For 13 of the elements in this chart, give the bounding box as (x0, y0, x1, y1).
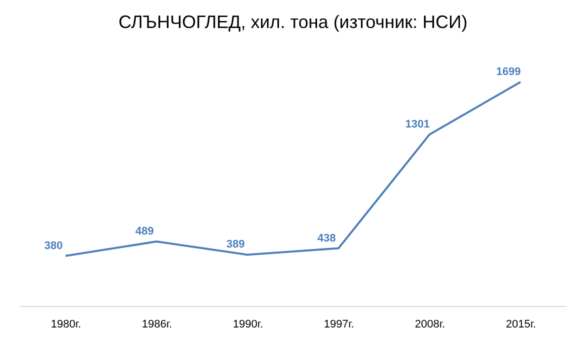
data-label: 389 (226, 238, 245, 251)
data-label: 489 (135, 226, 154, 238)
data-label: 438 (317, 232, 336, 244)
data-label: 380 (44, 240, 63, 252)
data-label: 1301 (405, 118, 430, 130)
x-tick-label: 1986г. (142, 318, 172, 330)
x-tick-label: 1980г. (50, 318, 82, 330)
x-tick-label: 2015г. (506, 318, 536, 330)
x-tick-label: 2008г. (414, 318, 446, 330)
x-tick-label: 1997г. (324, 318, 354, 330)
data-label: 1699 (496, 66, 521, 78)
x-tick-label: 1990г. (232, 318, 264, 330)
chart-title: СЛЪНЧОГЛЕД, хил. тона (източник: НСИ) (118, 12, 468, 32)
